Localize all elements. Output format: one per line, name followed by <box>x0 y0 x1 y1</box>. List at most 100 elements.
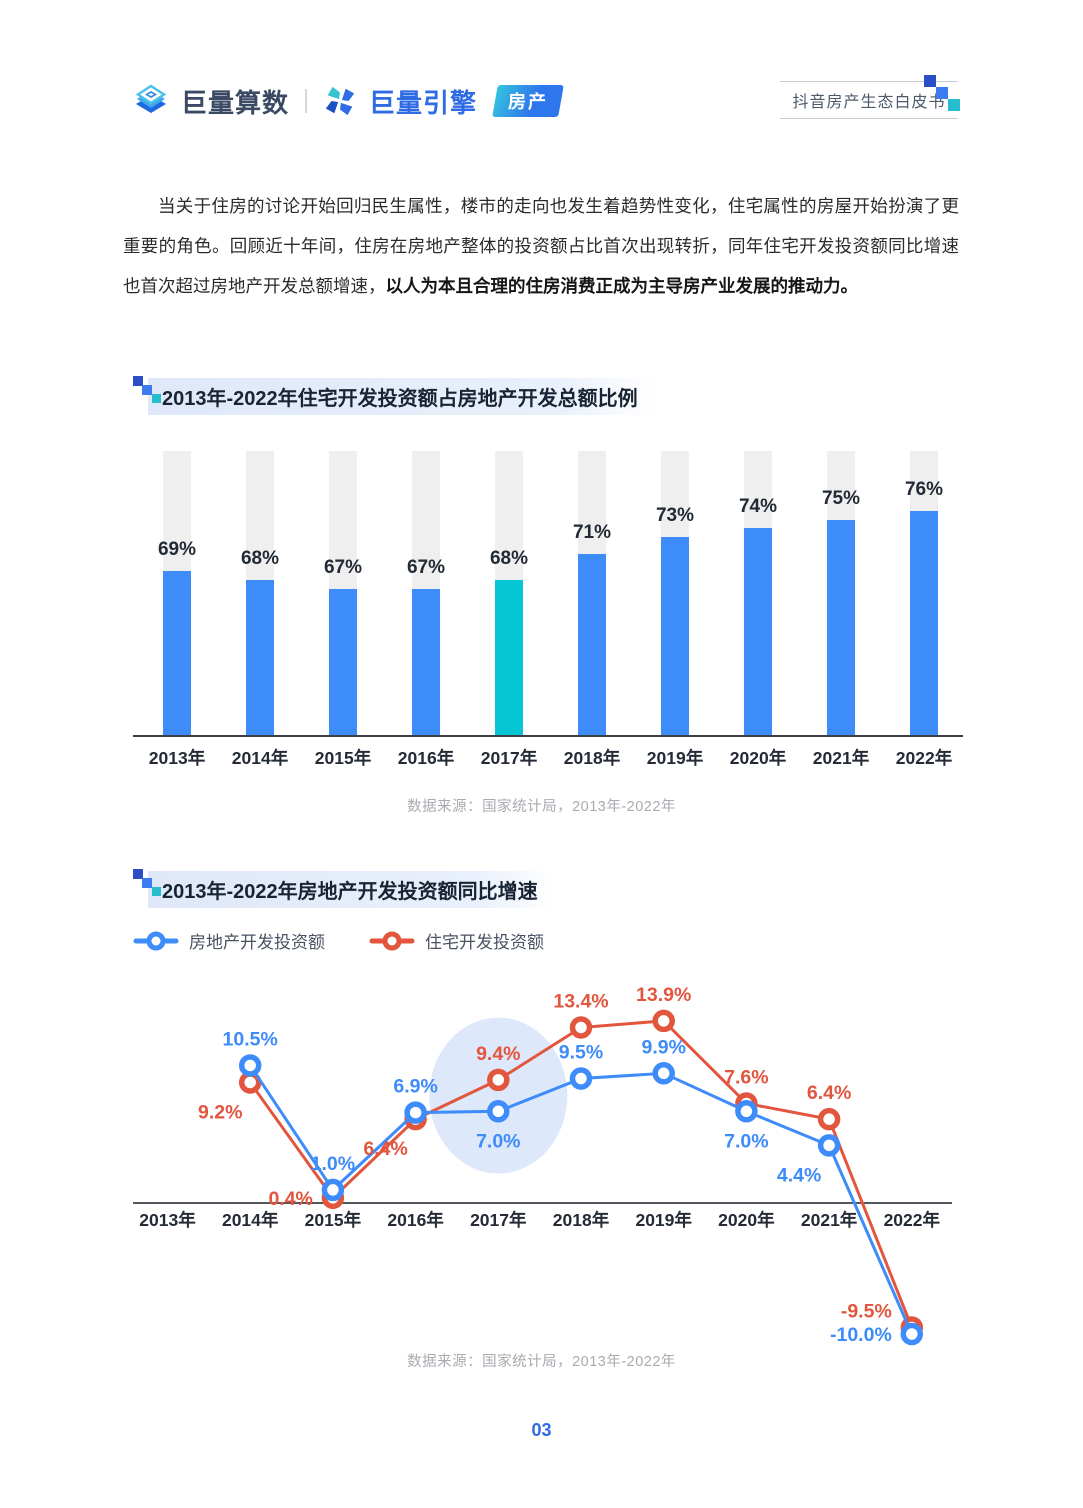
line-year-label: 2018年 <box>553 1210 610 1230</box>
juliang-yinqing-logo-text: 巨量引擎 <box>369 87 478 118</box>
line-value-label: -9.5% <box>841 1300 892 1322</box>
bar-value-label: 68% <box>240 548 280 570</box>
bar-year-label: 2019年 <box>646 748 704 768</box>
bar-value-label: 73% <box>655 505 695 527</box>
header-logos: 巨量算数 巨量引擎 房产 <box>133 80 564 122</box>
line-value-label: 6.9% <box>393 1076 437 1098</box>
line-value-label: 7.0% <box>724 1130 768 1152</box>
page-number: 03 <box>531 1420 552 1440</box>
bar-value-label: 75% <box>821 487 861 509</box>
bar-2018年 <box>578 554 606 735</box>
line-value-label: -10.0% <box>830 1324 892 1346</box>
bar-2021年 <box>827 519 855 735</box>
line-value-label: 10.5% <box>223 1028 278 1050</box>
line-point <box>652 1062 675 1085</box>
bar-year-label: 2017年 <box>480 748 538 768</box>
bar-value-label: 74% <box>738 496 778 518</box>
paragraph-bold-text: 以人为本且合理的住房消费正成为主导房产业发展的推动力。 <box>385 276 859 296</box>
line-point <box>817 1107 841 1131</box>
legend-marker-red-icon <box>369 931 415 950</box>
bar-year-label: 2013年 <box>148 748 206 768</box>
line-point <box>487 1100 510 1123</box>
bar-value-label: 76% <box>904 479 944 501</box>
legend-label: 住宅开发投资额 <box>425 933 544 952</box>
line-value-label: 0.4% <box>268 1188 312 1210</box>
bar-2014年 <box>246 580 274 735</box>
line-value-label: 6.4% <box>363 1138 407 1160</box>
line-value-label: 7.0% <box>476 1130 520 1152</box>
bar-chart-title: 2013年-2022年住宅开发投资额占房地产开发总额比例 <box>148 378 656 415</box>
line-point <box>735 1100 758 1123</box>
main-paragraph: 当关于住房的讨论开始回归民生属性，楼市的走向也发生着趋势性变化，住宅属性的房屋开… <box>123 186 959 306</box>
bar-2019年 <box>661 537 689 735</box>
line-year-label: 2017年 <box>470 1210 527 1230</box>
line-year-label: 2015年 <box>305 1210 362 1230</box>
bar-year-label: 2021年 <box>812 748 870 768</box>
line-point <box>569 1016 593 1039</box>
line-point <box>817 1134 841 1157</box>
line-chart-title: 2013年-2022年房地产开发投资额同比增速 <box>148 871 556 908</box>
line-chart: 2013年 2014年 2015年 2016年 2017年 2018年 2019年 2020年… <box>133 984 952 1346</box>
line-value-label: 1.0% <box>311 1153 355 1175</box>
juliang-suanshu-logo-text: 巨量算数 <box>181 87 290 118</box>
juliang-yinqing-logo-icon <box>323 84 357 118</box>
bar-year-label: 2018年 <box>563 748 621 768</box>
line-value-label: 6.4% <box>807 1082 851 1104</box>
line-chart-section-title: 2013年-2022年房地产开发投资额同比增速 <box>133 869 556 908</box>
line-point <box>652 1009 675 1033</box>
report-title-box: 抖音房产生态白皮书 <box>780 75 960 119</box>
line-point <box>487 1068 510 1092</box>
line-value-label: 13.9% <box>636 984 691 1006</box>
stair-square-teal-icon <box>948 99 960 111</box>
logo-separator <box>305 89 308 113</box>
bar-year-label: 2022年 <box>895 748 953 768</box>
title-stair-icon <box>133 376 163 408</box>
line-year-label: 2019年 <box>635 1210 692 1230</box>
bar-2013年 <box>163 571 191 735</box>
line-year-label: 2021年 <box>801 1210 858 1230</box>
bar-chart-baseline <box>133 734 963 737</box>
bar-value-label: 67% <box>406 556 446 578</box>
bar-chart-source: 数据来源：国家统计局，2013年-2022年 <box>407 799 676 815</box>
bar-value-label: 71% <box>572 522 612 544</box>
stair-square-dark-icon <box>924 75 936 87</box>
line-chart-source: 数据来源：国家统计局，2013年-2022年 <box>407 1354 676 1370</box>
line-value-label: 9.5% <box>559 1042 603 1064</box>
line-value-label: 4.4% <box>777 1164 821 1186</box>
line-year-label: 2022年 <box>884 1210 941 1230</box>
report-title: 抖音房产生态白皮书 <box>792 94 946 111</box>
line-year-label: 2014年 <box>222 1210 279 1230</box>
bar-year-label: 2016年 <box>397 748 455 768</box>
bar-value-label: 67% <box>323 556 363 578</box>
bar-2020年 <box>744 528 772 735</box>
bar-value-label: 69% <box>157 539 197 561</box>
line-value-label: 9.4% <box>476 1043 520 1065</box>
line-point <box>900 1322 924 1346</box>
line-point <box>404 1101 427 1124</box>
line-value-label: 9.2% <box>198 1101 242 1123</box>
bar-2017年 <box>495 580 523 735</box>
bar-chart: 69% 2013年 68% 2014年 67% 2015年 67% 2016年 68% 2017年… <box>0 451 1083 791</box>
line-value-label: 13.4% <box>553 990 608 1012</box>
paragraph-normal-text: 当关于住房的讨论开始回归民生属性，楼市的走向也发生着趋势性变化，住宅属性的房屋开… <box>123 196 959 296</box>
legend-item-real-estate: 房地产开发投资额 <box>133 928 325 953</box>
line-year-label: 2020年 <box>718 1210 775 1230</box>
line-point <box>569 1067 593 1090</box>
line-point <box>321 1178 345 1202</box>
bar-chart-section-title: 2013年-2022年住宅开发投资额占房地产开发总额比例 <box>133 376 656 415</box>
bar-2022年 <box>910 511 938 735</box>
line-value-label: 9.9% <box>641 1036 685 1058</box>
line-chart-legend: 房地产开发投资额 住宅开发投资额 <box>133 928 544 953</box>
juliang-suanshu-logo-icon <box>133 83 169 119</box>
legend-marker-blue-icon <box>133 931 179 950</box>
line-point <box>238 1054 262 1077</box>
stair-square-blue-icon <box>936 87 948 99</box>
line-year-label: 2016年 <box>387 1210 444 1230</box>
title-stair-icon <box>133 869 163 901</box>
bar-year-label: 2020年 <box>729 748 787 768</box>
line-series-0 <box>248 1064 914 1335</box>
legend-item-residential: 住宅开发投资额 <box>369 928 544 953</box>
real-estate-badge: 房产 <box>492 85 564 117</box>
bar-2015年 <box>329 588 357 735</box>
